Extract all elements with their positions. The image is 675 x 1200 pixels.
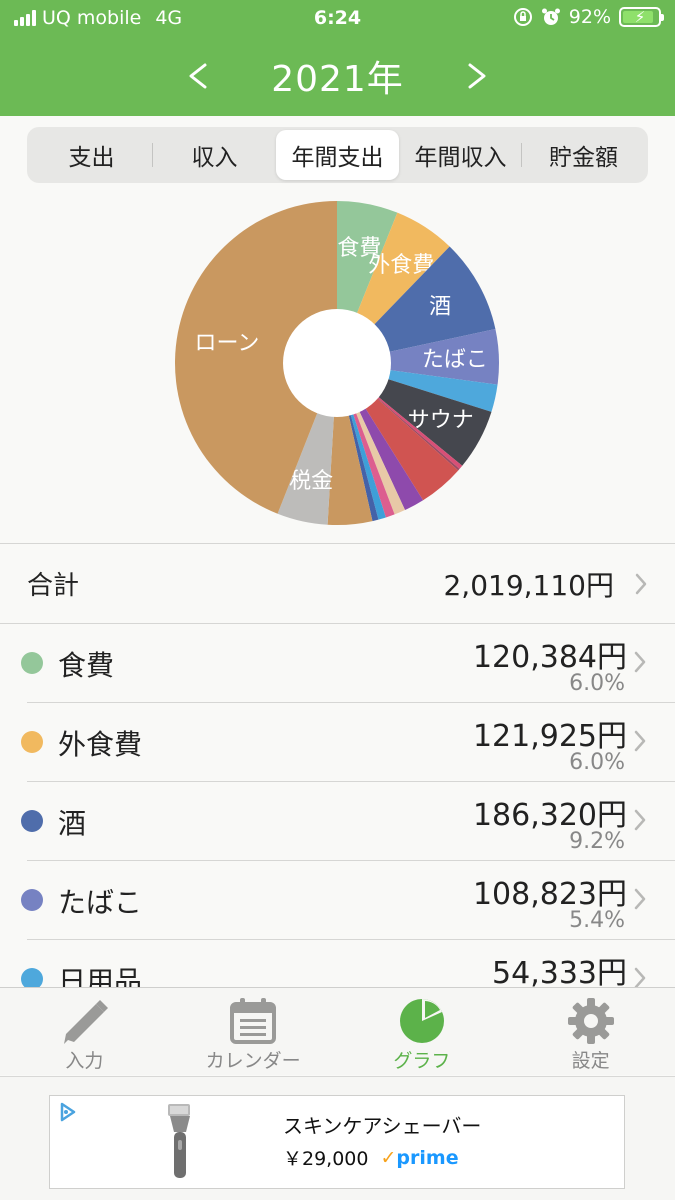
nav-input[interactable]: 入力: [0, 988, 169, 1075]
bottom-nav: 入力 カレンダー: [0, 987, 675, 1075]
pie-slice-label: 酒: [429, 295, 451, 320]
pie-slice-label: ローン: [195, 331, 260, 356]
category-color-dot: [21, 652, 43, 674]
nav-label: 入力: [65, 1050, 104, 1072]
nav-graph[interactable]: グラフ: [338, 988, 507, 1075]
category-percent: 5.4%: [569, 908, 625, 933]
prime-label: prime: [396, 1146, 459, 1169]
nav-label: カレンダー: [205, 1050, 301, 1072]
status-bar: UQ mobile 4G 6:24 92% ⚡: [0, 0, 675, 38]
prime-logo: ✓prime: [380, 1146, 459, 1169]
category-row[interactable]: 食費 120,384円 6.0%: [21, 624, 675, 703]
expense-donut-chart[interactable]: 食費 外食費酒たばこサウナ税金 ローン: [0, 190, 675, 540]
ad-price: ￥29,000: [283, 1148, 369, 1170]
category-name: 食費: [58, 649, 115, 682]
status-right: 92% ⚡: [513, 6, 664, 28]
nav-calendar[interactable]: カレンダー: [169, 988, 338, 1075]
category-percent: 9.2%: [569, 829, 625, 854]
category-color-dot: [21, 810, 43, 832]
chevron-right-icon: [613, 729, 647, 753]
category-row[interactable]: 外食費 121,925円 6.0%: [21, 703, 675, 782]
chevron-right-icon: [613, 808, 647, 832]
pencil-icon: [54, 996, 114, 1046]
category-amount: 108,823円: [472, 877, 627, 912]
category-color-dot: [21, 968, 43, 987]
orientation-lock-icon: [513, 8, 532, 26]
year-title: 2021年: [271, 59, 404, 100]
pie-slice-label: 外食費: [368, 253, 434, 278]
segmented-tabs: 支出 収入 年間支出 年間収入 貯金額: [27, 127, 648, 183]
tab-label: 支出: [68, 145, 115, 171]
calendar-icon: [223, 996, 283, 1046]
chevron-right-icon: [614, 572, 648, 596]
category-row[interactable]: たばこ 108,823円 5.4%: [21, 861, 675, 940]
ad-price-row: ￥29,000 ✓prime: [283, 1144, 459, 1171]
nav-label: 設定: [571, 1050, 610, 1072]
tab-label: 年間支出: [291, 145, 384, 171]
category-percent: 6.0%: [569, 750, 625, 775]
chevron-right-icon: [613, 966, 647, 987]
category-amount: 120,384円: [472, 640, 627, 675]
category-color-dot: [21, 731, 43, 753]
tab-savings[interactable]: 貯金額: [522, 130, 645, 180]
chevron-right-icon: [613, 887, 647, 911]
tab-annual-expense[interactable]: 年間支出: [276, 130, 399, 180]
ad-banner[interactable]: スキンケアシェーバー ￥29,000 ✓prime: [49, 1095, 625, 1189]
battery-icon: ⚡: [619, 7, 664, 27]
pie-slice-label: サウナ: [408, 408, 474, 433]
ad-title: スキンケアシェーバー: [283, 1114, 482, 1138]
carrier-info: UQ mobile 4G: [14, 7, 182, 29]
chevron-left-icon[interactable]: [173, 51, 223, 101]
tab-income[interactable]: 収入: [153, 130, 276, 180]
category-row[interactable]: 酒 186,320円 9.2%: [21, 782, 675, 861]
tab-label: 年間収入: [414, 145, 507, 171]
chevron-right-icon: [613, 650, 647, 674]
pie-slice[interactable]: [337, 329, 499, 385]
donut-hole: [283, 309, 391, 417]
year-navigator: 2021年: [0, 46, 675, 106]
signal-icon: [14, 10, 36, 26]
pie-slice[interactable]: [175, 201, 337, 514]
category-amount: 121,925円: [472, 719, 627, 754]
category-name: たばこ: [58, 886, 143, 919]
category-name: 外食費: [58, 728, 143, 761]
total-value: 2,019,110円: [443, 568, 614, 602]
ad-banner-area: スキンケアシェーバー ￥29,000 ✓prime: [0, 1076, 675, 1200]
ad-choices-icon[interactable]: [58, 1102, 78, 1126]
tab-annual-income[interactable]: 年間収入: [399, 130, 522, 180]
category-name: 酒: [58, 807, 87, 840]
category-color-dot: [21, 889, 43, 911]
category-amount: 186,320円: [472, 798, 627, 833]
tab-expense[interactable]: 支出: [30, 130, 153, 180]
gear-icon: [561, 996, 621, 1046]
pie-slice-label: 税金: [289, 469, 333, 494]
pie-chart-icon: [392, 996, 452, 1046]
pie-slice-label: たばこ: [422, 347, 488, 372]
battery-percent: 92%: [568, 6, 611, 28]
category-percent: 6.0%: [569, 671, 625, 696]
tab-label: 貯金額: [549, 145, 618, 171]
header-bar: UQ mobile 4G 6:24 92% ⚡: [0, 0, 675, 116]
network-type: 4G: [155, 7, 183, 29]
shaver-product-icon: [160, 1102, 200, 1186]
category-row[interactable]: 日用品 54,333円: [21, 940, 675, 987]
alarm-icon: [541, 8, 560, 25]
carrier-name: UQ mobile: [42, 7, 142, 29]
category-list: 合計 2,019,110円 食費 120,384円 6.0% 外食費 121,925円 6…: [0, 543, 675, 987]
chevron-right-icon[interactable]: [452, 51, 502, 101]
nav-settings[interactable]: 設定: [506, 988, 675, 1075]
category-amount: 54,333円: [492, 956, 627, 987]
pie-slice-label: 食費: [337, 236, 381, 261]
total-label: 合計: [27, 571, 80, 601]
tab-label: 収入: [191, 145, 238, 171]
category-name: 日用品: [58, 965, 143, 987]
total-row[interactable]: 合計 2,019,110円: [0, 544, 675, 624]
nav-label: グラフ: [393, 1050, 451, 1072]
status-time: 6:24: [313, 7, 362, 29]
